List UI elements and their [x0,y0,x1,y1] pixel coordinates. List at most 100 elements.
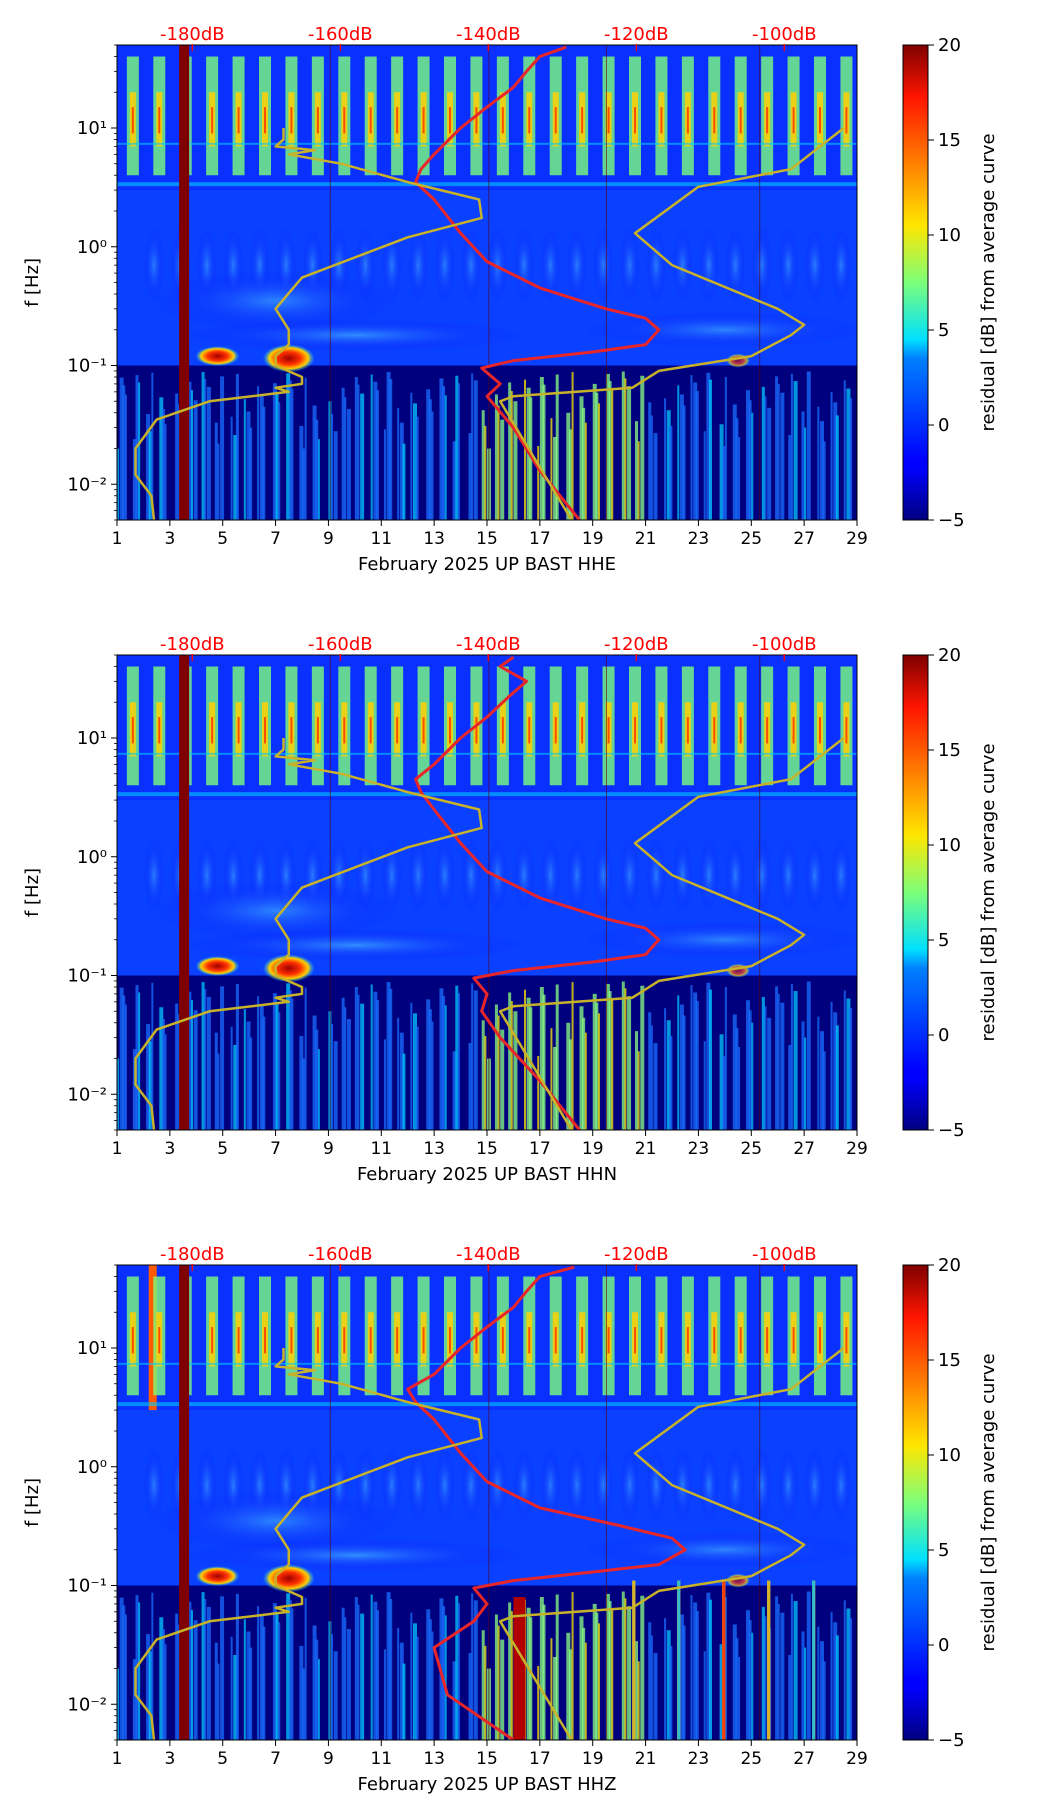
colorbar-tick-label: 0 [938,1025,949,1046]
top-db-tick-label: -160dB [308,1244,373,1265]
y-tick-label: 10⁻¹ [67,1576,107,1597]
spectrogram-image [117,1265,857,1740]
top-db-tick-label: -100dB [752,634,817,655]
colorbar-tick-label: 0 [938,415,949,436]
x-tick-label: 17 [529,1749,551,1769]
x-tick-label: 3 [164,1139,175,1159]
y-tick-label: 10⁰ [77,847,107,868]
x-tick-label: 19 [582,1749,604,1769]
x-axis-label: February 2025 UP BAST HHZ [358,1774,617,1795]
x-tick-label: 27 [793,1749,815,1769]
colorbar-tick-label: 20 [938,645,961,666]
top-db-tick-label: -180dB [160,1244,225,1265]
x-tick-label: 17 [529,1139,551,1159]
colorbar [902,44,929,521]
y-tick-label: 10⁻² [67,1084,107,1105]
x-tick-label: 5 [217,529,228,549]
colorbar-tick-label: 15 [938,1350,961,1371]
top-db-tick-label: -120dB [604,24,669,45]
y-axis-label: f [Hz] [22,258,43,307]
x-tick-label: 15 [476,1749,498,1769]
spectrogram-image [117,45,857,520]
x-tick-label: 5 [217,1139,228,1159]
colorbar-tick-label: 20 [938,35,961,56]
x-tick-label: 7 [270,1139,281,1159]
high-noise-model-curve [498,127,845,520]
x-tick-label: 1 [112,529,123,549]
high-noise-model-curve [498,737,845,1130]
x-tick-label: 21 [635,529,657,549]
spectrogram-image [117,655,857,1130]
x-tick-label: 1 [112,1749,123,1769]
colorbar [902,1264,929,1741]
colorbar-tick-label: 15 [938,740,961,761]
colorbar-tick-label: 5 [938,930,949,951]
colorbar-tick-label: −5 [938,1120,965,1141]
colorbar-tick-label: 10 [938,835,961,856]
y-tick-label: 10⁻² [67,474,107,495]
x-tick-label: 19 [582,1139,604,1159]
y-tick-label: 10¹ [77,728,107,749]
x-tick-label: 9 [323,529,334,549]
colorbar-tick-label: 5 [938,320,949,341]
y-tick-label: 10⁰ [77,237,107,258]
top-db-tick-label: -120dB [604,1244,669,1265]
top-db-tick-label: -140dB [456,1244,521,1265]
x-tick-label: 29 [846,1139,868,1159]
colorbar-tick-label: 10 [938,225,961,246]
colorbar-tick-label: 0 [938,1635,949,1656]
top-db-tick-label: -100dB [752,1244,817,1265]
x-tick-label: 21 [635,1749,657,1769]
top-db-tick-label: -180dB [160,634,225,655]
colorbar-tick-label: −5 [938,1730,965,1751]
y-tick-label: 10¹ [77,118,107,139]
colorbar-tick-label: 5 [938,1540,949,1561]
x-tick-label: 27 [793,1139,815,1159]
x-tick-label: 13 [423,529,445,549]
x-tick-label: 15 [476,1139,498,1159]
colorbar-label: residual [dB] from average curve [978,1353,999,1651]
x-tick-label: 21 [635,1139,657,1159]
colorbar-tick-label: 20 [938,1255,961,1276]
y-tick-label: 10⁻¹ [67,966,107,987]
top-db-tick-label: -100dB [752,24,817,45]
x-tick-label: 23 [688,1749,710,1769]
colorbar [902,654,929,1131]
top-db-tick-label: -140dB [456,24,521,45]
x-tick-label: 15 [476,529,498,549]
y-axis-label: f [Hz] [22,868,43,917]
top-db-tick-label: -180dB [160,24,225,45]
colorbar-tick-label: −5 [938,510,965,531]
colorbar-label: residual [dB] from average curve [978,743,999,1041]
x-tick-label: 29 [846,529,868,549]
median-psd-curve [406,1265,687,1740]
x-tick-label: 23 [688,1139,710,1159]
y-axis-label: f [Hz] [22,1478,43,1527]
x-tick-label: 25 [740,1139,762,1159]
top-db-tick-label: -120dB [604,634,669,655]
y-tick-label: 10⁰ [77,1457,107,1478]
x-tick-label: 1 [112,1139,123,1159]
y-tick-label: 10⁻¹ [67,356,107,377]
y-tick-label: 10⁻² [67,1694,107,1715]
low-noise-model-curve [134,128,483,520]
x-tick-label: 7 [270,529,281,549]
x-axis-label: February 2025 UP BAST HHE [358,554,616,575]
x-tick-label: 25 [740,529,762,549]
x-tick-label: 3 [164,1749,175,1769]
x-tick-label: 13 [423,1749,445,1769]
colorbar-label: residual [dB] from average curve [978,133,999,431]
x-tick-label: 7 [270,1749,281,1769]
low-noise-model-curve [134,738,483,1130]
x-tick-label: 3 [164,529,175,549]
x-tick-label: 9 [323,1139,334,1159]
y-tick-label: 10¹ [77,1338,107,1359]
x-tick-label: 27 [793,529,815,549]
x-tick-label: 11 [370,529,392,549]
x-tick-label: 13 [423,1139,445,1159]
x-tick-label: 25 [740,1749,762,1769]
x-tick-label: 17 [529,529,551,549]
